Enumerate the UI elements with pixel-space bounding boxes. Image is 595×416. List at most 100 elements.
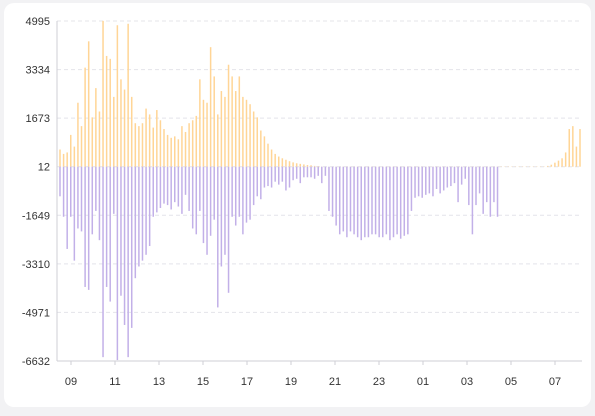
bar-negative [374,166,377,235]
bar-negative [238,166,241,217]
bar-negative [191,166,194,229]
bar-negative [113,166,115,214]
bar-positive [303,164,305,167]
bar-positive [209,47,212,167]
bar-positive [572,126,574,167]
bar-negative [224,166,226,255]
bar-positive [195,115,198,167]
bar-positive [274,153,276,167]
bar-positive [177,139,180,167]
y-tick-label: 1673 [26,113,50,125]
bar-negative [331,166,334,217]
bar-negative [486,166,488,203]
bar-negative [414,166,416,198]
bar-negative [292,166,294,181]
bar-negative [66,166,68,249]
bar-positive [87,41,90,167]
x-tick-label: 13 [153,376,165,388]
x-tick-label: 03 [461,376,473,388]
bar-positive [285,159,287,167]
bar-negative [442,166,445,191]
y-tick-label: -1649 [22,210,50,222]
x-tick-label: 05 [505,376,517,388]
bar-positive [148,114,151,167]
bar-negative [313,166,316,179]
bar-positive [220,91,223,167]
bar-negative [482,166,484,214]
chart-card: 4995 3334 1673 12 -1649 -3310 -4971 -6632 09 11 1… [4,3,591,407]
bar-positive [242,96,244,167]
bar-negative [303,166,305,178]
bar-positive [249,104,251,167]
bar-negative [102,166,104,358]
bar-positive [138,126,140,167]
bar-negative [496,166,499,217]
bar-negative [392,166,395,238]
bar-negative [98,166,101,241]
bar-negative [123,166,126,325]
bar-positive [561,158,563,167]
bar-positive [568,129,570,167]
bar-negative [234,166,237,226]
y-tick-label: -3310 [22,259,50,271]
bar-positive [231,76,233,167]
axes [56,21,582,362]
bar-positive [299,163,302,167]
bar-positive [191,120,194,167]
bar-negative [385,166,388,235]
bar-positive [224,96,226,167]
bar-positive [234,91,237,167]
bar-negative [231,166,233,217]
bar-positive [120,79,122,167]
bar-negative [457,166,459,203]
bar-negative [425,166,427,195]
y-tick-label: 4995 [26,16,50,28]
x-tick-label: 17 [241,376,253,388]
bar-negative [166,166,169,206]
bar-negative [371,166,373,235]
bar-positive [227,64,230,167]
y-axis-ticks: 4995 3334 1673 12 -1649 -3310 -4971 -6632 [22,16,50,368]
bar-negative [288,166,291,188]
bar-positive [270,149,273,167]
bar-negative [217,166,219,308]
bar-positive [152,127,154,167]
bar-positive [310,165,312,167]
bar-positive [66,152,68,167]
bar-negative [410,166,413,211]
bar-positive [102,20,104,167]
bar-negative [209,166,212,236]
bar-positive [281,158,284,167]
bar-negative [145,166,147,255]
bar-negative [310,166,312,178]
bar-positive [170,137,172,167]
bar-positive [317,166,319,167]
bar-positive [84,67,86,167]
bar-positive [181,126,183,167]
bar-negative [59,166,61,197]
bar-positive [123,89,126,167]
bar-negative [453,166,456,184]
x-axis-ticks: 09 11 13 15 17 19 21 23 01 03 05 07 [65,361,561,388]
bar-positive [127,23,129,167]
bar-negative [95,166,97,211]
bar-negative [252,166,255,206]
bar-negative [256,166,258,197]
bar-negative [73,166,76,261]
y-tick-label: 12 [38,162,50,174]
bar-negative [328,166,330,211]
bar-negative [263,166,266,188]
x-tick-label: 19 [285,376,297,388]
bar-positive [252,111,255,167]
bar-negative [84,166,86,287]
bar-positive [59,149,61,167]
bar-positive [217,114,219,167]
x-tick-label: 01 [417,376,429,388]
bar-positive [213,76,215,167]
bar-negative [249,166,251,220]
bar-negative [417,166,420,197]
bar-negative [335,166,337,226]
bar-negative [435,166,438,189]
bar-negative [120,166,122,296]
bar-negative [468,166,470,206]
